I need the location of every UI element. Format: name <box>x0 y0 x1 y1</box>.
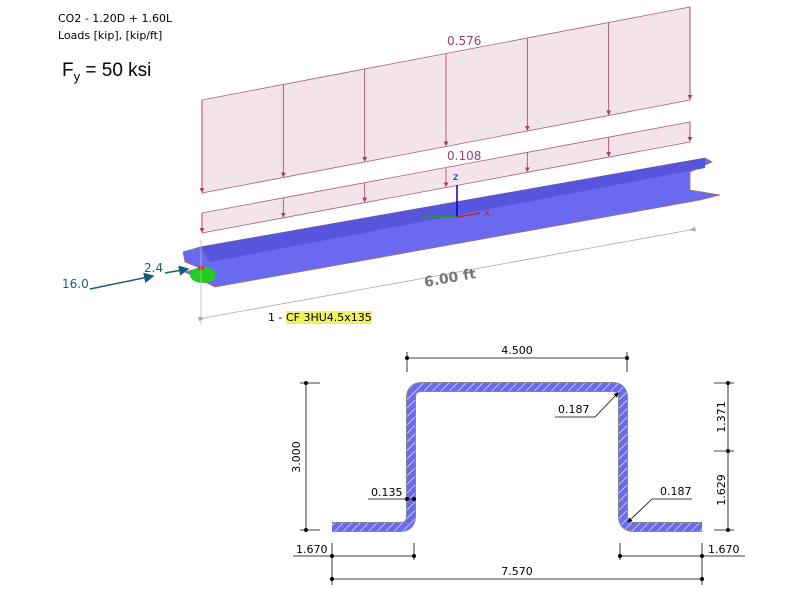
axial-load-arrow <box>89 272 155 290</box>
dim-lower-height: 1.629 <box>715 474 728 506</box>
fy-symbol: F <box>62 60 74 81</box>
axis-triad <box>429 185 481 218</box>
axis-x-label: x <box>484 208 490 219</box>
lower-load-value: 0.108 <box>447 149 481 163</box>
member-number: 1 - <box>268 311 286 324</box>
dim-thickness: 0.135 <box>371 486 403 499</box>
axial-load-value: 16.0 <box>62 277 89 291</box>
length-dimension-line <box>198 226 696 322</box>
load-combination: CO2 - 1.20D + 1.60L <box>58 12 173 25</box>
dimension-points <box>304 356 730 581</box>
dim-total-width: 7.570 <box>501 565 533 578</box>
axis-z-label: z <box>453 172 458 183</box>
end-load-arrow <box>164 265 190 276</box>
section-name: CF 3HU4.5x135 <box>285 311 372 324</box>
dim-flange-right: 1.670 <box>708 543 740 556</box>
fy-sub: y <box>73 68 81 84</box>
beam-length: 6.00 ft <box>423 266 477 291</box>
end-load-value: 2.4 <box>144 261 163 275</box>
cross-section <box>332 382 702 532</box>
dim-height: 3.000 <box>290 441 303 473</box>
units-label: Loads [kip], [kip/ft] <box>58 29 163 42</box>
dim-radius-top: 0.187 <box>558 403 590 416</box>
fy-value: = 50 ksi <box>80 60 152 81</box>
upper-load-panel <box>199 6 693 194</box>
upper-load-value: 0.576 <box>447 34 481 48</box>
dim-radius-bottom: 0.187 <box>660 485 692 498</box>
member-label[interactable]: 1 - CF 3HU4.5x135 <box>268 311 372 324</box>
axis-y-label: y <box>422 212 428 222</box>
dim-flange-left: 1.670 <box>296 543 328 556</box>
dim-upper-height: 1.371 <box>715 401 728 433</box>
yield-strength: Fy = 50 ksi <box>62 60 151 84</box>
dim-top-width: 4.500 <box>501 344 533 357</box>
